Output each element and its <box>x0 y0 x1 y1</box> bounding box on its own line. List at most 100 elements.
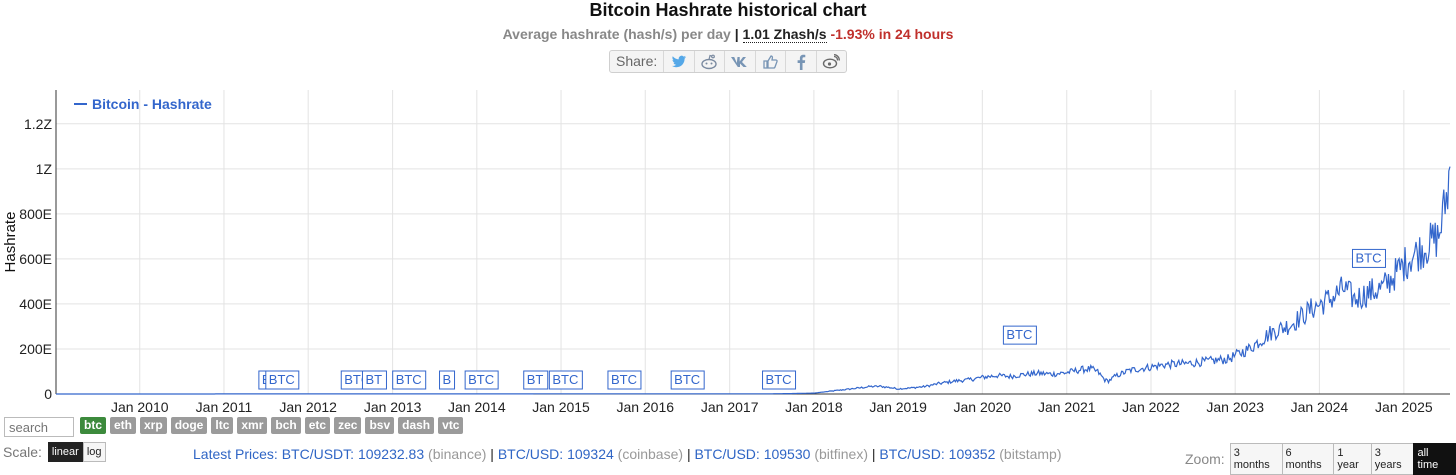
zoom-selector: Zoom: 3 months 6 months 1 year 3 years all t… <box>1185 443 1456 475</box>
coin-button-zec[interactable]: zec <box>334 417 362 434</box>
price-pair[interactable]: BTC/USD: <box>879 446 945 462</box>
hashrate-chart[interactable]: Jan 2010 Jan 2011 Jan 2012 Jan 2013 Jan 2014… <box>0 88 1456 418</box>
coin-button-xrp[interactable]: xrp <box>140 417 167 434</box>
page-subtitle: Average hashrate (hash/s) per day | 1.01… <box>0 26 1456 43</box>
y-axis-label: Hashrate <box>2 212 19 273</box>
annotation-label: BTC <box>1355 250 1381 265</box>
annotation-flag <box>265 370 300 390</box>
x-tick-label: Jan 2014 <box>448 399 506 415</box>
latest-prices: Latest Prices: BTC/USDT: 109232.83 (bina… <box>193 446 1062 462</box>
price-pair[interactable]: BTC/USD: <box>497 446 564 462</box>
annotation-label: BTC <box>552 372 578 387</box>
like-icon[interactable] <box>756 51 787 72</box>
y-tick-label: 600E <box>19 251 52 267</box>
facebook-icon[interactable] <box>786 51 817 72</box>
twitter-icon[interactable] <box>664 51 695 72</box>
price-source: (binance) <box>428 446 487 462</box>
x-tick-label: Jan 2013 <box>364 399 422 415</box>
x-tick-label: Jan 2024 <box>1291 399 1349 415</box>
price-pair[interactable]: BTC/USDT: <box>281 446 355 462</box>
annotation-label: BTC <box>766 372 792 387</box>
annotation-flag <box>762 370 797 390</box>
price-source: (bitstamp) <box>999 446 1062 462</box>
series-line <box>56 166 1451 395</box>
subtitle-description: Average hashrate (hash/s) per day <box>502 26 731 42</box>
weibo-icon[interactable] <box>817 51 846 72</box>
annotation-label: BTC <box>468 372 494 387</box>
annotation-flag <box>464 370 499 390</box>
vk-icon[interactable] <box>725 51 756 72</box>
price-source: (bitfinex) <box>814 446 868 462</box>
zoom-button-1-year[interactable]: 1 year <box>1333 443 1372 475</box>
share-bar: Share: <box>609 50 847 73</box>
coin-button-eth[interactable]: eth <box>110 417 136 434</box>
annotation-label: BTC <box>396 372 422 387</box>
coin-button-ltc[interactable]: ltc <box>211 417 234 434</box>
x-tick-label: Jan 2025 <box>1375 399 1433 415</box>
reddit-icon[interactable] <box>695 51 726 72</box>
coin-button-dash[interactable]: dash <box>398 417 435 434</box>
x-tick-label: Jan 2022 <box>1122 399 1180 415</box>
price-pair[interactable]: BTC/USD: <box>694 446 760 462</box>
prices-label: Latest Prices: <box>193 446 278 462</box>
price-value[interactable]: 109324 <box>567 446 614 462</box>
legend-label: Bitcoin - Hashrate <box>92 96 212 112</box>
scale-log-button[interactable]: log <box>82 442 106 462</box>
annotation-flag <box>607 370 642 390</box>
x-tick-label: Jan 2012 <box>279 399 337 415</box>
price-value[interactable]: 109232.83 <box>357 446 425 462</box>
x-tick-label: Jan 2011 <box>196 399 253 415</box>
share-label: Share: <box>610 51 665 72</box>
annotation-flag <box>1351 248 1386 268</box>
price-separator: | <box>686 446 691 462</box>
annotation-label: BTC <box>674 372 700 387</box>
coin-button-btc[interactable]: btc <box>80 417 106 434</box>
zoom-button-3-months[interactable]: 3 months <box>1229 443 1283 475</box>
scale-label: Scale: <box>3 444 42 460</box>
zoom-button-all-time[interactable]: all time <box>1413 443 1456 475</box>
x-tick-label: Jan 2016 <box>616 399 674 415</box>
x-tick-label: Jan 2018 <box>785 399 843 415</box>
coin-button-bsv[interactable]: bsv <box>365 417 395 434</box>
page-title: Bitcoin Hashrate historical chart <box>589 0 867 20</box>
coin-button-bch[interactable]: bch <box>271 417 301 434</box>
x-tick-label: Jan 2021 <box>1038 399 1096 415</box>
annotation-flag <box>361 370 387 390</box>
hashrate-value: 1.01 Zhash/s <box>742 26 827 43</box>
y-tick-label: 200E <box>19 341 52 357</box>
y-tick-label: 1Z <box>36 161 53 177</box>
annotation-label: BTC <box>269 372 295 387</box>
annotation-label: B <box>443 372 452 387</box>
zoom-button-3-years[interactable]: 3 years <box>1370 443 1415 475</box>
x-tick-label: Jan 2010 <box>111 399 169 415</box>
y-tick-label: 400E <box>19 296 52 312</box>
x-tick-label: Jan 2015 <box>532 399 590 415</box>
x-tick-label: Jan 2020 <box>954 399 1012 415</box>
search-input[interactable] <box>4 417 74 437</box>
annotation-flag <box>392 370 427 390</box>
annotation-flag <box>670 370 705 390</box>
price-value[interactable]: 109352 <box>948 446 996 462</box>
scale-linear-button[interactable]: linear <box>47 442 83 462</box>
x-tick-label: Jan 2017 <box>701 399 759 415</box>
zoom-button-6-months[interactable]: 6 months <box>1281 443 1335 475</box>
annotation-label: BT <box>365 372 382 387</box>
annotation-flag <box>439 370 456 390</box>
annotation-label: BT <box>527 372 544 387</box>
x-tick-label: Jan 2023 <box>1206 399 1264 415</box>
zoom-label: Zoom: <box>1185 451 1225 467</box>
hashrate-change: -1.93% in 24 hours <box>830 26 954 42</box>
y-tick-label: 0 <box>44 386 52 402</box>
annotation-label: BTC <box>611 372 637 387</box>
coin-button-xmr[interactable]: xmr <box>237 417 268 434</box>
annotation-flag <box>1002 325 1037 345</box>
coin-button-doge[interactable]: doge <box>170 417 208 434</box>
coin-button-etc[interactable]: etc <box>304 417 331 434</box>
annotation-label: BTC <box>1006 327 1032 342</box>
price-value[interactable]: 109530 <box>763 446 811 462</box>
scale-selector: Scale: linear log <box>3 442 106 462</box>
coin-button-vtc[interactable]: vtc <box>438 417 464 434</box>
annotation-flag <box>523 370 549 390</box>
price-source: (coinbase) <box>617 446 684 462</box>
price-separator: | <box>871 446 876 462</box>
